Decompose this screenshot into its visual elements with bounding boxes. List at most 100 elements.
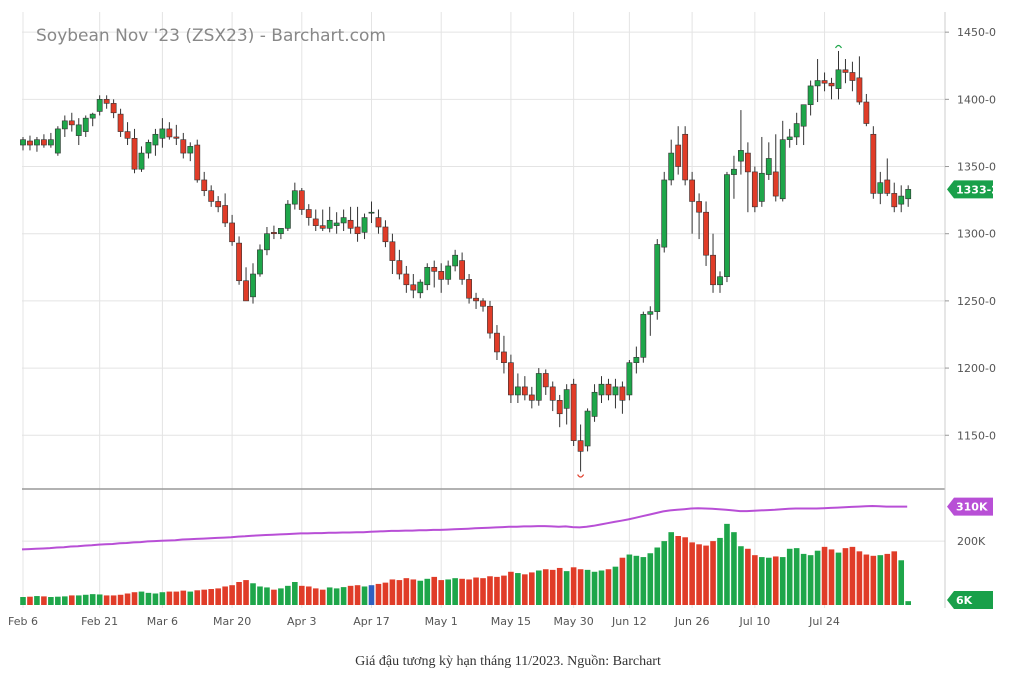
volume-bar [159,592,166,605]
volume-bar [243,580,249,605]
candle [298,188,305,215]
date-tick-label: Apr 17 [353,615,390,628]
candle [863,93,870,127]
candle [549,381,556,412]
volume-bar [759,557,765,605]
candle-body [236,242,242,282]
volume-bar [835,552,842,605]
candle [368,201,375,223]
candle-body [905,189,912,200]
candle-body [452,254,459,267]
candle [264,226,270,256]
candle [668,139,675,186]
volume-badge-label: 6K [956,594,973,607]
candle-body [75,124,82,136]
volume-bar [403,578,410,605]
candle [117,108,124,137]
volume-bar [27,596,33,605]
candle-body [103,99,110,104]
candle-body [124,131,131,139]
candle-body [821,80,828,84]
candle-body [305,209,312,218]
volume-bar [870,555,877,605]
candle-body [82,117,89,132]
volume-bar [626,554,633,605]
candle [180,132,187,159]
volume-bar [312,588,319,605]
candle-body [494,332,500,353]
candle [633,346,640,374]
candle [277,228,284,240]
candle-body [375,217,382,228]
date-tick-label: May 30 [554,615,594,628]
volume-bar [529,572,535,605]
candle [640,311,647,363]
candle [842,59,849,84]
price-axis: 1450-0 1400-0 1350-0 1300-0 1250-0 1200-0 1150… [945,26,996,442]
candle [480,298,486,312]
volume-bar [640,557,647,605]
volume-bar [299,585,305,605]
volume-bar [473,577,479,605]
candle [800,104,807,146]
candle-body [717,276,723,286]
volume-bar [452,578,458,605]
candle [898,185,905,213]
candle-body [703,211,709,256]
candle [431,260,438,288]
volume-bar [570,567,577,605]
candle-body [277,228,284,235]
candle-body [751,171,758,208]
volume-bar [354,585,361,605]
candle-body [856,77,863,103]
volume-bar [591,571,598,605]
date-axis: Feb 6 Feb 21 Mar 6 Mar 20 Apr 3 Apr 17 May 1 Ma… [8,615,840,628]
candle [487,300,493,339]
candle-body [744,152,751,173]
volume-bar [731,532,737,605]
volume-bar [187,591,194,605]
candle [682,126,689,186]
candle [145,139,152,159]
candle [605,378,612,401]
volume-bar [668,532,675,605]
candle-body [640,314,647,358]
volume-bar [480,578,486,605]
candle-body [619,386,626,401]
candle-body [549,386,556,401]
low-marker [577,474,585,478]
candle [466,274,472,304]
volume-bar [41,596,47,605]
volume-bar [229,585,235,605]
candle [138,146,145,172]
volume-bar [542,569,549,605]
candle [382,220,389,248]
candle-body [849,72,856,81]
candle-body [354,226,361,235]
candle [473,292,479,309]
candle [236,236,242,285]
volume-badge: 6K [947,591,993,609]
volume-bar [522,574,528,605]
chart-title: Soybean Nov '23 (ZSX23) - Barchart.com [36,26,386,46]
candle-body [326,219,333,229]
candle-body [835,69,842,89]
candle [884,158,891,197]
volume-bar [508,571,514,605]
candle [243,267,249,302]
candle-body [319,225,326,229]
volume-bar [515,573,521,605]
candle-body [577,440,584,452]
candle [758,136,765,207]
candle [347,206,354,234]
candle [208,185,215,207]
candle [828,77,835,100]
volume-bar [752,555,758,605]
last-price-badge: 1333-2 [947,180,999,199]
candle-body [27,140,33,146]
candle-body [291,190,298,205]
candle [661,171,668,253]
candle-body [340,217,347,224]
candle-body [298,190,305,210]
candle [47,132,54,148]
